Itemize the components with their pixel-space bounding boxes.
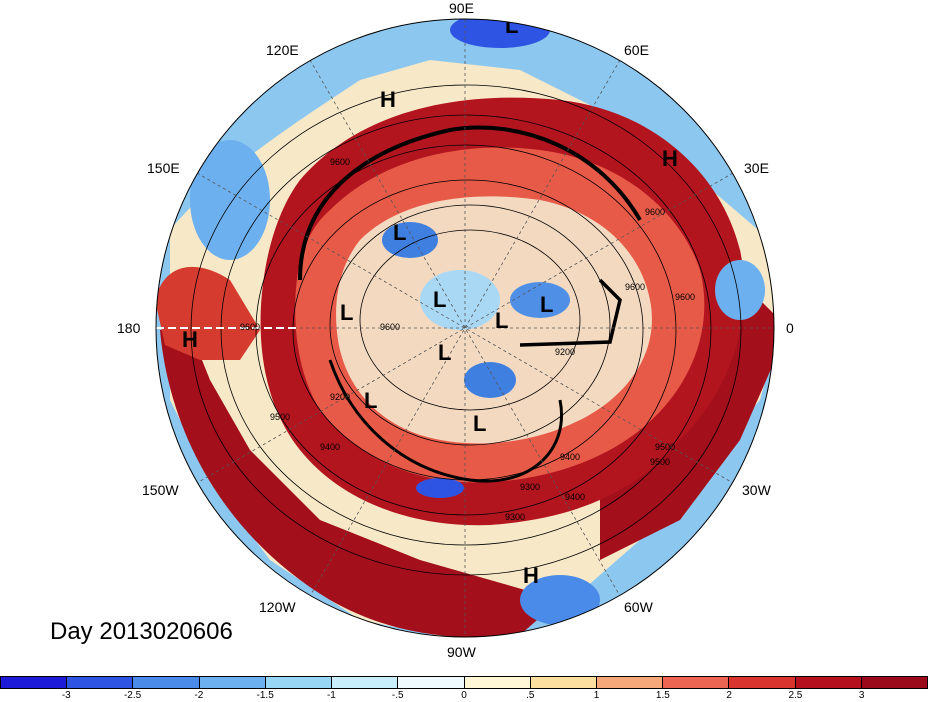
longitude-label-60e: 60E <box>624 42 649 58</box>
colorbar-tick-label: 2.5 <box>788 690 803 701</box>
contour-label: 9600 <box>645 207 665 217</box>
colorbar-tick-label: 1 <box>593 690 600 701</box>
colorbar-segment <box>398 677 465 688</box>
longitude-label-120e: 120E <box>266 42 299 58</box>
colorbar-tick-label: -1.5 <box>256 690 274 701</box>
longitude-label-30e: 30E <box>744 160 769 176</box>
contour-label: 9500 <box>655 442 675 452</box>
colorbar-segment <box>67 677 134 688</box>
low-pressure-marker: L <box>340 300 353 325</box>
anomaly-cool-blob <box>715 260 765 320</box>
colorbar-segment <box>464 677 531 688</box>
colorbar-tick-label: 3 <box>858 690 865 701</box>
anomaly-core-neutral <box>336 196 652 444</box>
anomaly-cool-blob <box>420 270 500 330</box>
low-pressure-marker: L <box>540 292 553 317</box>
high-pressure-marker: H <box>182 327 198 352</box>
anomaly-field: 9600 9600 9600 9500 9400 9300 9200 9200 … <box>156 13 774 637</box>
contour-label: 9600 <box>675 292 695 302</box>
anomaly-cool-blob <box>464 362 516 398</box>
colorbar-segment <box>530 677 597 688</box>
geopotential-contours <box>190 84 742 576</box>
colorbar-segment <box>596 677 664 688</box>
colorbar-tick-label: 0 <box>461 690 467 701</box>
colorbar-tick-label: -3 <box>61 690 71 701</box>
jet-contour <box>519 278 622 347</box>
longitude-label-90w: 90W <box>447 644 476 660</box>
colorbar-segment <box>265 677 333 688</box>
colorbar <box>0 676 928 689</box>
colorbar-tick-label: 2 <box>726 690 732 701</box>
contour-label: 9400 <box>320 442 340 452</box>
low-pressure-marker: L <box>393 220 406 245</box>
jet-contour <box>298 125 642 281</box>
anomaly-warm-southeast <box>600 300 774 560</box>
colorbar-segment <box>133 677 200 688</box>
longitude-label-30w: 30W <box>742 482 771 498</box>
longitude-label-150w: 150W <box>142 482 179 498</box>
colorbar-tick-label: .5 <box>526 690 535 701</box>
contour-label: 9200 <box>330 392 350 402</box>
contour-label: 9600 <box>240 322 260 332</box>
low-pressure-marker: L <box>495 308 508 333</box>
colorbar-tick-label: -2 <box>194 690 204 701</box>
colorbar-tick-label: -.5 <box>391 690 404 701</box>
high-pressure-marker: H <box>380 87 396 112</box>
anomaly-cool-blob <box>520 575 600 625</box>
anomaly-warm-west <box>156 267 260 360</box>
anomaly-cool-blob <box>450 19 550 48</box>
colorbar-segment <box>729 677 796 688</box>
longitude-label-90e: 90E <box>449 0 474 16</box>
colorbar-segment <box>861 677 928 688</box>
longitude-label-0: 0 <box>786 320 794 336</box>
anomaly-cool-blob <box>190 140 270 260</box>
low-pressure-marker: L <box>433 287 446 312</box>
longitude-label-120w: 120W <box>259 599 296 615</box>
contour-label: 9500 <box>650 457 670 467</box>
contour-label: 9300 <box>520 482 540 492</box>
colorbar-segment <box>199 677 266 688</box>
colorbar-segment <box>795 677 862 688</box>
low-pressure-marker: L <box>438 340 451 365</box>
contour-label: 9300 <box>505 512 525 522</box>
colorbar-tick-label: 1.5 <box>655 690 670 701</box>
low-pressure-marker: L <box>473 411 486 436</box>
low-pressure-marker: L <box>505 13 518 38</box>
contour-label: 9600 <box>330 157 350 167</box>
contour-label: 9400 <box>565 492 585 502</box>
contour-label: 9600 <box>625 282 645 292</box>
contour-label: 9500 <box>270 412 290 422</box>
longitude-label-60w: 60W <box>624 599 653 615</box>
figure-title: Day 2013020606 <box>50 618 233 645</box>
colorbar-segment <box>1 677 68 688</box>
colorbar-segment <box>663 677 730 688</box>
anomaly-cool-blob <box>382 222 438 258</box>
low-pressure-marker: L <box>364 388 377 413</box>
anomaly-cool-blob <box>510 282 570 318</box>
contour-label: 9200 <box>555 347 575 357</box>
colorbar-segment <box>332 677 399 688</box>
map-boundary <box>155 18 775 638</box>
longitude-label-150e: 150E <box>147 160 180 176</box>
high-pressure-marker: H <box>523 563 539 588</box>
contour-label: 9400 <box>560 452 580 462</box>
longitude-label-180: 180 <box>117 320 141 336</box>
colorbar-tick-label: -1 <box>326 690 336 701</box>
anomaly-warm-south <box>160 330 560 637</box>
anomaly-cool-blob <box>416 478 464 498</box>
colorbar-tick-label: -2.5 <box>123 690 142 701</box>
contour-label: 9600 <box>380 322 400 332</box>
high-pressure-marker: H <box>662 146 678 171</box>
